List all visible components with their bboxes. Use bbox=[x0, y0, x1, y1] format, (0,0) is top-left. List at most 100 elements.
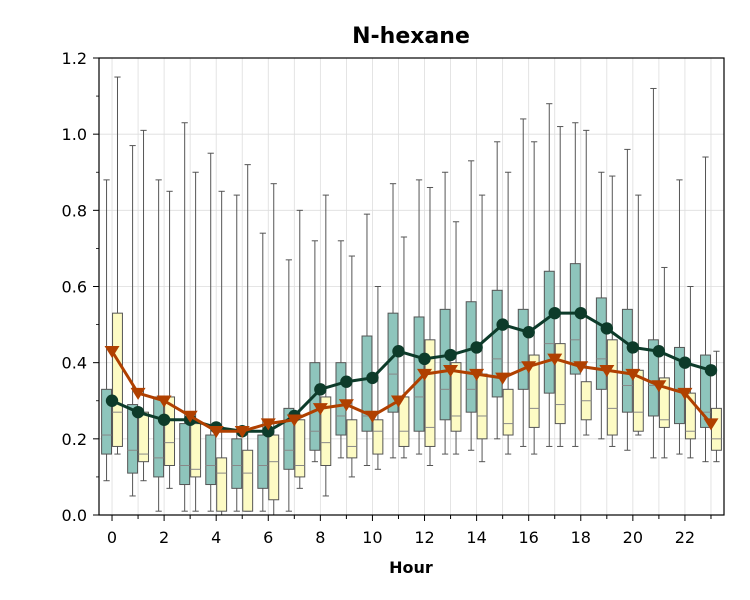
series-1-point bbox=[105, 394, 119, 407]
box-iqr bbox=[658, 377, 670, 428]
series-1-point bbox=[418, 352, 431, 366]
axes: 0 2 4 6 8 10 12 14 16 18 20 22 0.0 0.2 0.4 0.6 0.8 1.0 1.2 bbox=[62, 49, 712, 547]
box-iqr bbox=[621, 308, 633, 413]
series-2-point bbox=[469, 368, 485, 381]
box-iqr bbox=[231, 438, 243, 489]
series-1-point bbox=[444, 348, 457, 362]
series-1-point bbox=[496, 318, 509, 331]
box-b bbox=[528, 141, 540, 455]
box-b bbox=[190, 171, 202, 512]
x-tick-label: 22 bbox=[675, 528, 695, 547]
box-a bbox=[179, 122, 191, 512]
box-a bbox=[205, 152, 217, 512]
y-tick-label: 0.0 bbox=[62, 506, 87, 525]
box-iqr bbox=[372, 419, 384, 455]
box-iqr bbox=[294, 419, 306, 478]
box-a bbox=[439, 171, 451, 455]
box-b bbox=[242, 164, 254, 512]
box-iqr bbox=[711, 407, 722, 451]
box-iqr bbox=[179, 423, 191, 486]
box-iqr bbox=[216, 457, 228, 512]
box-iqr bbox=[543, 270, 555, 394]
box-b bbox=[450, 221, 462, 455]
series-2-point bbox=[625, 368, 641, 381]
box-iqr bbox=[257, 434, 269, 489]
box-a bbox=[595, 171, 607, 440]
x-tick-label: 12 bbox=[414, 528, 434, 547]
x-tick-label: 10 bbox=[362, 528, 382, 547]
box-a bbox=[387, 183, 399, 459]
box-a bbox=[543, 103, 555, 447]
y-tick-label: 1.2 bbox=[62, 49, 87, 68]
x-tick-label: 2 bbox=[159, 528, 169, 547]
box-b bbox=[268, 183, 280, 516]
box-iqr bbox=[647, 339, 659, 417]
y-tick-label: 0.4 bbox=[62, 354, 87, 373]
box-iqr bbox=[595, 297, 607, 390]
box-iqr bbox=[528, 354, 540, 428]
box-a bbox=[101, 179, 112, 482]
box-iqr bbox=[450, 362, 462, 432]
box-iqr bbox=[283, 407, 295, 470]
series-2-point bbox=[104, 345, 120, 358]
series-2-point bbox=[599, 365, 615, 378]
series-2-point bbox=[703, 418, 719, 431]
box-a bbox=[127, 145, 139, 497]
series-2-point bbox=[130, 387, 146, 400]
box-iqr bbox=[700, 354, 711, 428]
series-2-point bbox=[521, 361, 537, 374]
box-iqr bbox=[424, 339, 436, 447]
box-b bbox=[112, 76, 123, 455]
series-1-point bbox=[392, 345, 405, 358]
series-1-point bbox=[626, 341, 640, 354]
series-1-point bbox=[548, 306, 561, 320]
box-iqr bbox=[674, 346, 685, 425]
series-2-point bbox=[390, 395, 406, 408]
box-b bbox=[580, 129, 592, 436]
box-iqr bbox=[554, 343, 566, 425]
series-2-point bbox=[364, 410, 380, 423]
y-tick-label: 0.2 bbox=[62, 430, 87, 449]
box-iqr bbox=[190, 423, 202, 478]
box-iqr bbox=[491, 289, 503, 398]
x-tick-label: 20 bbox=[623, 528, 643, 547]
series-lines bbox=[104, 306, 719, 438]
box-iqr bbox=[268, 434, 280, 501]
box-iqr bbox=[112, 312, 123, 447]
series-1-point bbox=[314, 383, 327, 396]
box-b bbox=[502, 171, 514, 455]
series-1-point bbox=[366, 371, 379, 385]
series-1-point bbox=[470, 341, 483, 354]
box-b bbox=[398, 236, 410, 459]
series-1-point bbox=[340, 375, 353, 388]
series-2-point bbox=[182, 410, 198, 423]
box-a bbox=[465, 160, 477, 451]
box-iqr bbox=[153, 396, 165, 478]
box-a bbox=[257, 232, 269, 512]
box-b bbox=[711, 350, 722, 463]
box-b bbox=[606, 175, 618, 447]
box-iqr bbox=[517, 308, 529, 390]
box-a bbox=[647, 87, 659, 459]
series-1-point bbox=[678, 356, 692, 369]
series-1-point bbox=[522, 326, 535, 339]
box-iqr bbox=[476, 373, 488, 440]
box-b bbox=[164, 190, 176, 489]
series-2-point bbox=[260, 418, 276, 431]
box-a bbox=[309, 240, 321, 463]
x-axis-label: Hour bbox=[389, 558, 433, 577]
box-iqr bbox=[684, 392, 696, 440]
x-tick-label: 18 bbox=[571, 528, 591, 547]
series-2-point bbox=[651, 380, 667, 393]
box-iqr bbox=[335, 362, 347, 436]
x-tick-label: 14 bbox=[466, 528, 486, 547]
series-2-point bbox=[677, 387, 693, 400]
box-b bbox=[554, 126, 566, 447]
series-2-point bbox=[286, 414, 302, 427]
box-b bbox=[346, 255, 358, 478]
box-iqr bbox=[127, 404, 139, 474]
series-2-point bbox=[338, 399, 354, 412]
box-a bbox=[491, 141, 503, 440]
